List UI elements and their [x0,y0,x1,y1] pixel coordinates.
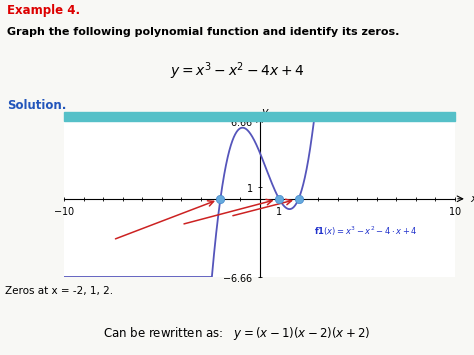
Text: y: y [261,107,268,117]
Text: Graph the following polynomial function and identify its zeros.: Graph the following polynomial function … [7,27,400,37]
Text: Example 4.: Example 4. [7,4,80,17]
Text: x: x [471,194,474,204]
Text: Can be rewritten as:   $y = (x-1)(x-2)(x+2)$: Can be rewritten as: $y = (x-1)(x-2)(x+2… [103,325,371,342]
Bar [64,112,455,121]
Text: $y = x^3 - x^2 - 4x + 4$: $y = x^3 - x^2 - 4x + 4$ [170,60,304,82]
Text: Zeros at x = -2, 1, 2.: Zeros at x = -2, 1, 2. [5,286,113,296]
Text: Solution.: Solution. [7,99,66,112]
Text: $\mathbf{f1}(x)=x^3-x^2-4\cdot x+4$: $\mathbf{f1}(x)=x^3-x^2-4\cdot x+4$ [314,225,418,238]
